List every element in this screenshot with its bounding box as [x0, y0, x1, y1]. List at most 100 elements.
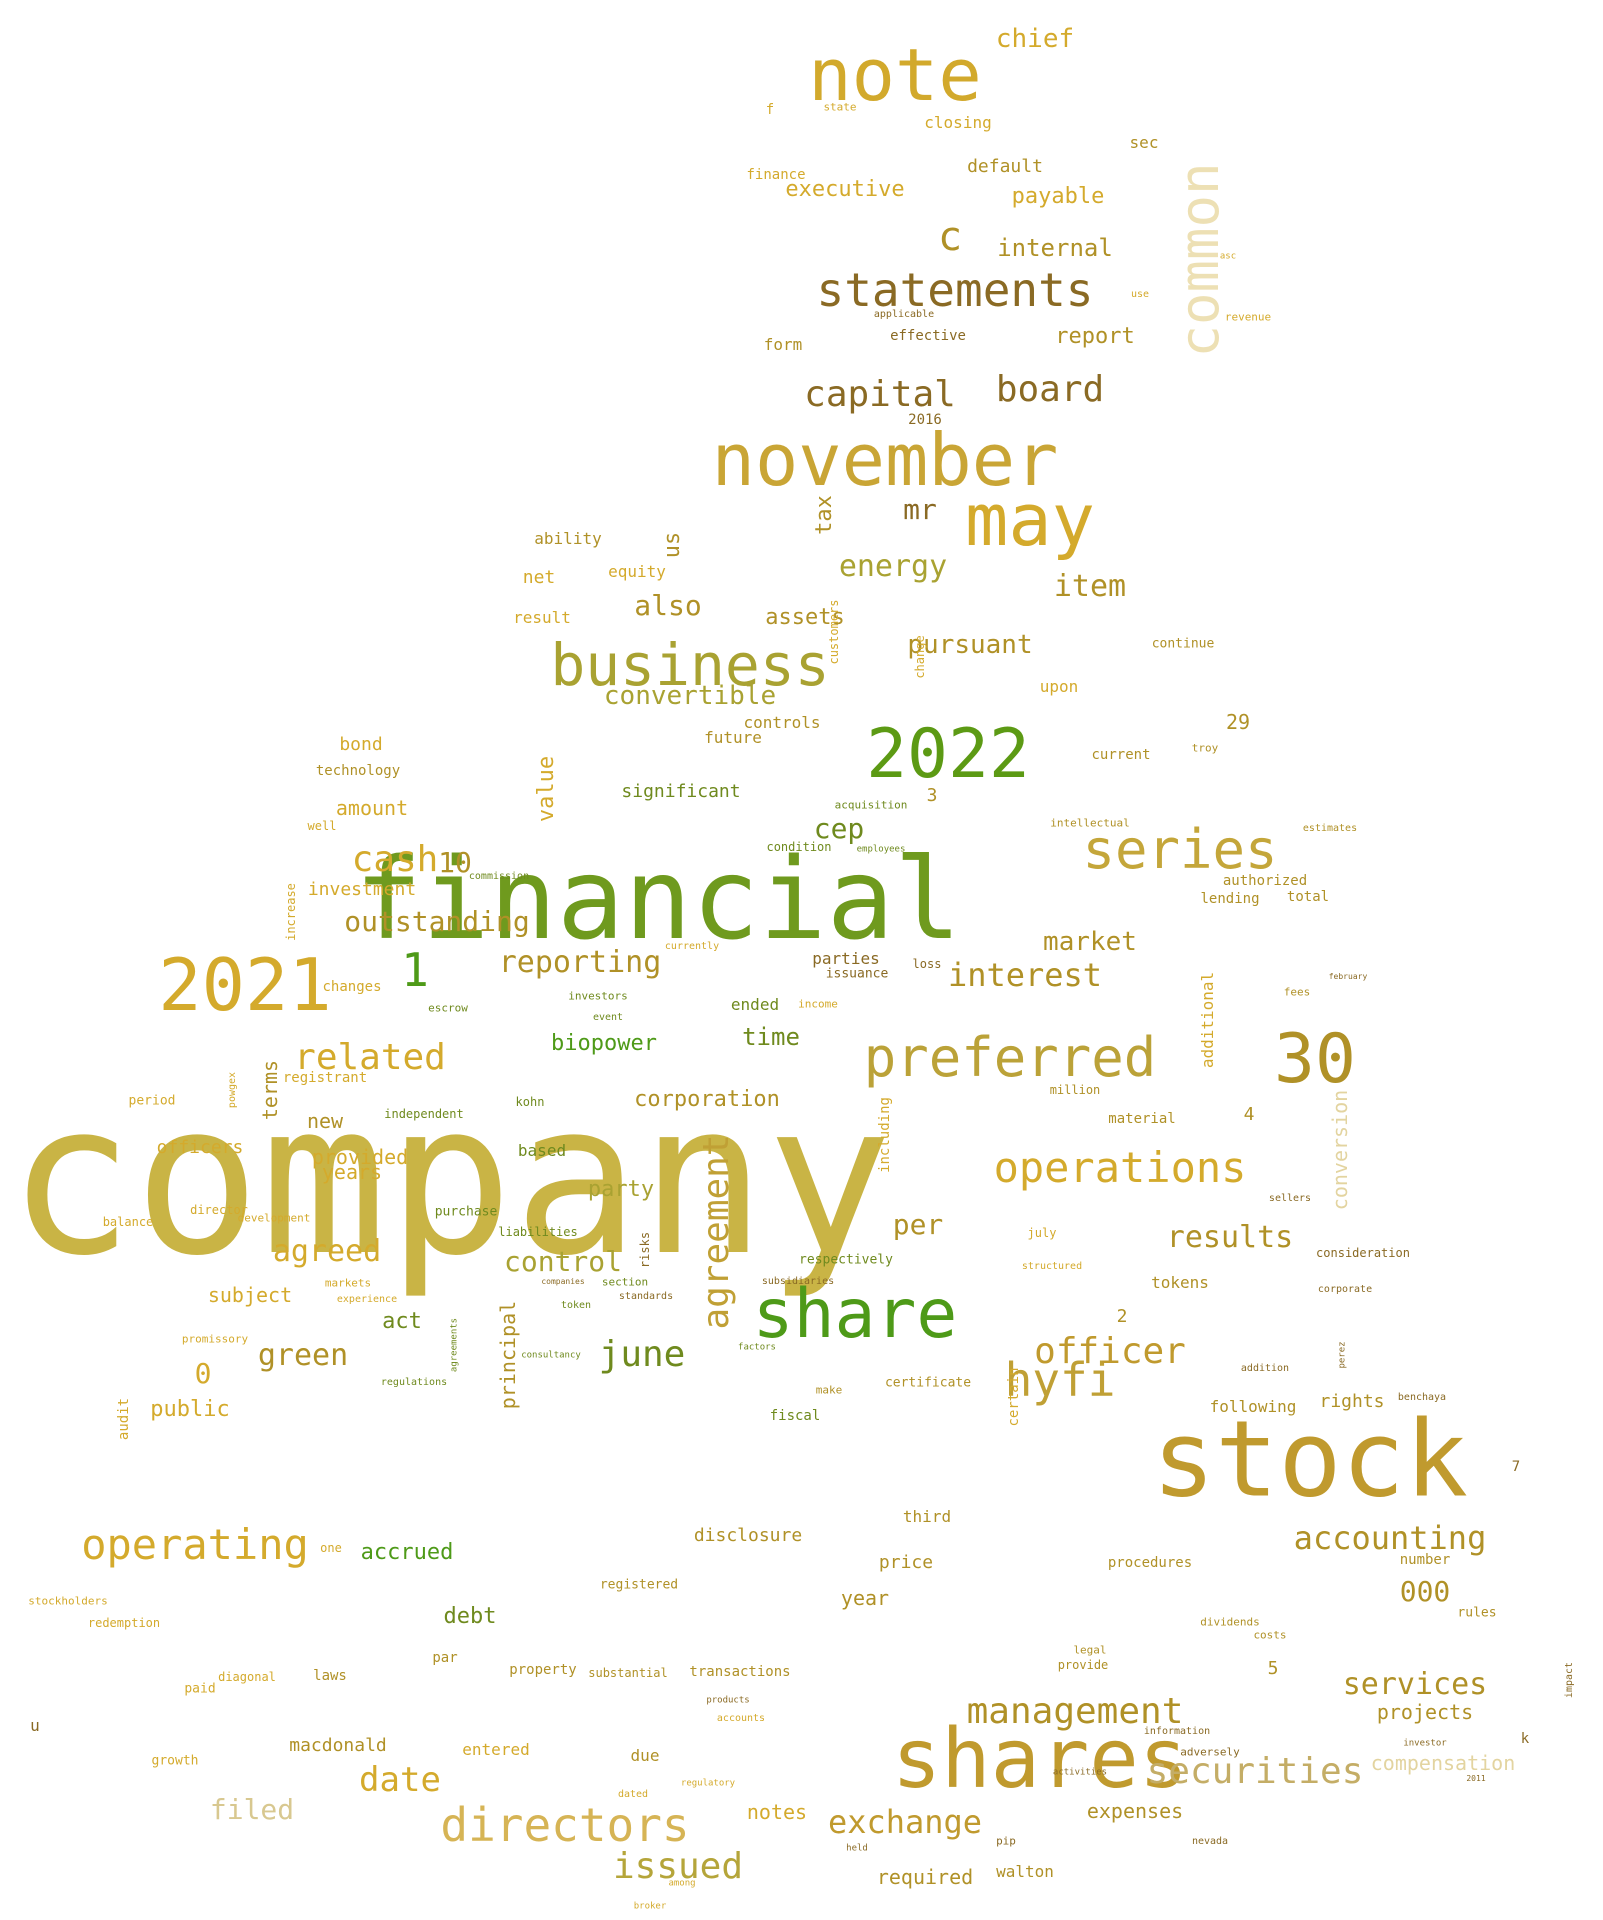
word-authorized: authorized — [1222, 873, 1308, 889]
word-development: development — [237, 1211, 311, 1225]
word-years: years — [321, 1160, 383, 1184]
word-increase: increase — [284, 883, 298, 941]
word-parties: parties — [812, 949, 880, 968]
word-markets: markets — [324, 1276, 372, 1290]
word-upon: upon — [1039, 677, 1079, 696]
word-impact: impact — [1564, 1661, 1575, 1699]
word-chief: chief — [995, 24, 1075, 54]
word-accounts: accounts — [716, 1713, 766, 1724]
word-tokens: tokens — [1151, 1273, 1209, 1292]
word-1: 1 — [401, 943, 429, 997]
word-companies: companies — [541, 1277, 585, 1286]
word-000: 000 — [1399, 1575, 1451, 1608]
word-products: products — [706, 1695, 750, 1706]
word-2011: 2011 — [1466, 1774, 1486, 1783]
word-period: period — [128, 1093, 176, 1109]
word-issuance: issuance — [825, 966, 889, 982]
word-preferred: preferred — [863, 1026, 1157, 1089]
word-lending: lending — [1200, 891, 1260, 907]
word-rights: rights — [1319, 1391, 1385, 1412]
word-consideration: consideration — [1316, 1246, 1410, 1260]
word-bond: bond — [339, 734, 383, 755]
word-value: value — [534, 755, 559, 823]
word-income: income — [798, 997, 838, 1011]
word-price: price — [878, 1552, 934, 1573]
word-laws: laws — [313, 1668, 347, 1684]
word-loss: loss — [912, 957, 942, 971]
word-june: june — [598, 1334, 686, 1375]
word-officers: officers — [156, 1137, 244, 1158]
word-additional: additional — [1198, 971, 1217, 1069]
word-management: management — [966, 1691, 1184, 1732]
word-respectively: respectively — [799, 1252, 893, 1268]
word-adversely: adversely — [1180, 1745, 1240, 1759]
word-cash: cash — [351, 839, 439, 880]
word-convertible: convertible — [603, 681, 777, 711]
word-pip: pip — [996, 1834, 1016, 1848]
word-board: board — [995, 369, 1105, 410]
word-5: 5 — [1267, 1658, 1279, 1679]
word-terms: terms — [258, 1059, 282, 1121]
word-us: us — [660, 531, 685, 559]
word-director: director — [190, 1203, 248, 1217]
word-green: green — [257, 1338, 349, 1373]
word-experience: experience — [336, 1294, 398, 1305]
word-powgex: powgex — [227, 1071, 238, 1109]
word-including: including — [877, 1097, 893, 1173]
word-cep: cep — [813, 812, 865, 845]
word-k: k — [1520, 1731, 1530, 1747]
word-tax: tax — [812, 495, 837, 535]
word-costs: costs — [1253, 1628, 1287, 1642]
word-make: make — [815, 1383, 843, 1397]
word-balance: balance — [102, 1215, 154, 1229]
word-macdonald: macdonald — [289, 1735, 387, 1756]
word-standards: standards — [618, 1291, 674, 1302]
word-estimates: estimates — [1302, 823, 1358, 834]
word-current: current — [1091, 747, 1151, 763]
word-provide: provide — [1057, 1658, 1109, 1672]
word-applicable: applicable — [873, 309, 935, 320]
word-token: token — [560, 1300, 592, 1311]
word-2: 2 — [1116, 1306, 1128, 1327]
word-conversion: conversion — [1328, 1089, 1352, 1211]
word-results: results — [1166, 1220, 1294, 1255]
word-million: million — [1049, 1083, 1101, 1097]
word-one: one — [320, 1541, 342, 1555]
word-certificate: certificate — [884, 1375, 972, 1391]
word-purchase: purchase — [434, 1204, 498, 1220]
word-employees: employees — [856, 844, 906, 855]
word-agreements: agreements — [449, 1317, 460, 1373]
word-use: use — [1130, 289, 1150, 300]
word-subject: subject — [207, 1283, 293, 1307]
word-legal: legal — [1073, 1643, 1107, 1657]
word-pursuant: pursuant — [907, 630, 1033, 660]
word-customers: customers — [827, 599, 841, 665]
word-commission: commission — [468, 871, 530, 882]
word-ability: ability — [534, 529, 602, 548]
word-material: material — [1108, 1111, 1176, 1127]
word-nevada: nevada — [1191, 1836, 1229, 1847]
word-principal: principal — [496, 1300, 520, 1410]
word-shares: shares — [891, 1712, 1189, 1807]
word-equity: equity — [608, 562, 666, 581]
word-also: also — [634, 589, 702, 622]
word-related: related — [294, 1037, 446, 1078]
word-directors: directors — [440, 1798, 690, 1852]
word-party: party — [587, 1177, 655, 1202]
word-report: report — [1055, 324, 1135, 349]
word-disclosure: disclosure — [693, 1525, 803, 1546]
word-risks: risks — [638, 1231, 652, 1269]
word-activities: activities — [1052, 1767, 1108, 1778]
word-ended: ended — [730, 995, 780, 1014]
word-provided: provided — [311, 1145, 409, 1169]
word-operating: operating — [81, 1520, 309, 1569]
word-reporting: reporting — [498, 945, 662, 980]
word-notes: notes — [746, 1800, 808, 1824]
word-assets: assets — [765, 605, 845, 630]
word-4: 4 — [1243, 1104, 1255, 1125]
word-projects: projects — [1376, 1700, 1474, 1724]
word-mr: mr — [903, 493, 937, 526]
word-f: f — [765, 102, 775, 118]
word-item: item — [1053, 569, 1127, 604]
word-2016: 2016 — [908, 412, 942, 428]
